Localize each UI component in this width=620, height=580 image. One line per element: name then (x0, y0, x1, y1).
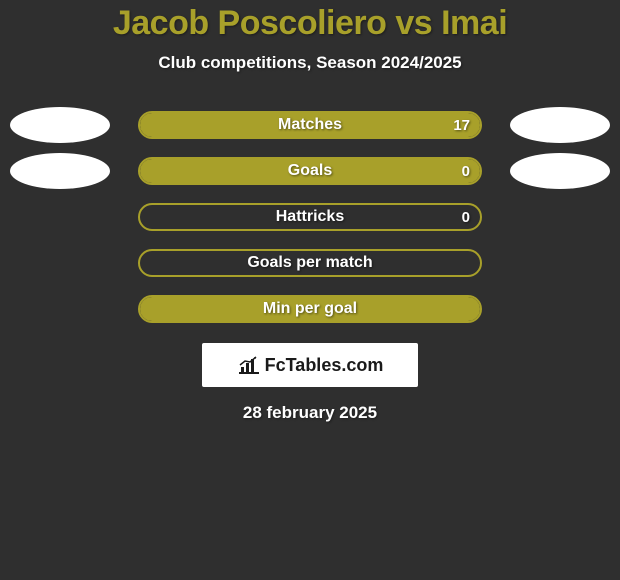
source-logo: FcTables.com (202, 343, 418, 387)
player-avatar-left (10, 153, 110, 189)
stat-row: Min per goal (0, 295, 620, 323)
stat-label: Goals per match (247, 254, 372, 272)
stat-row: Matches 17 (0, 111, 620, 139)
logo-text: FcTables.com (265, 355, 384, 376)
stat-value-right: 0 (462, 163, 470, 180)
chart-icon (237, 355, 261, 375)
stat-label: Goals (288, 162, 332, 180)
stat-row: Goals 0 (0, 157, 620, 185)
stat-row: Goals per match (0, 249, 620, 277)
stat-label: Min per goal (263, 300, 357, 318)
stat-label: Matches (278, 116, 342, 134)
stat-value-right: 0 (462, 209, 470, 226)
page-subtitle: Club competitions, Season 2024/2025 (158, 53, 461, 73)
stat-bar: Matches 17 (138, 111, 482, 139)
stat-label: Hattricks (276, 208, 344, 226)
stat-bar: Goals 0 (138, 157, 482, 185)
comparison-infographic: Jacob Poscoliero vs Imai Club competitio… (0, 0, 620, 580)
stat-row: Hattricks 0 (0, 203, 620, 231)
stat-value-right: 17 (453, 117, 470, 134)
stat-bar: Min per goal (138, 295, 482, 323)
page-title: Jacob Poscoliero vs Imai (113, 4, 507, 43)
player-avatar-right (510, 107, 610, 143)
stat-bar: Hattricks 0 (138, 203, 482, 231)
player-avatar-left (10, 107, 110, 143)
date-text: 28 february 2025 (243, 403, 377, 423)
player-avatar-right (510, 153, 610, 189)
stat-rows: Matches 17 Goals 0 Hattricks 0 Goals per match… (0, 111, 620, 323)
stat-bar: Goals per match (138, 249, 482, 277)
